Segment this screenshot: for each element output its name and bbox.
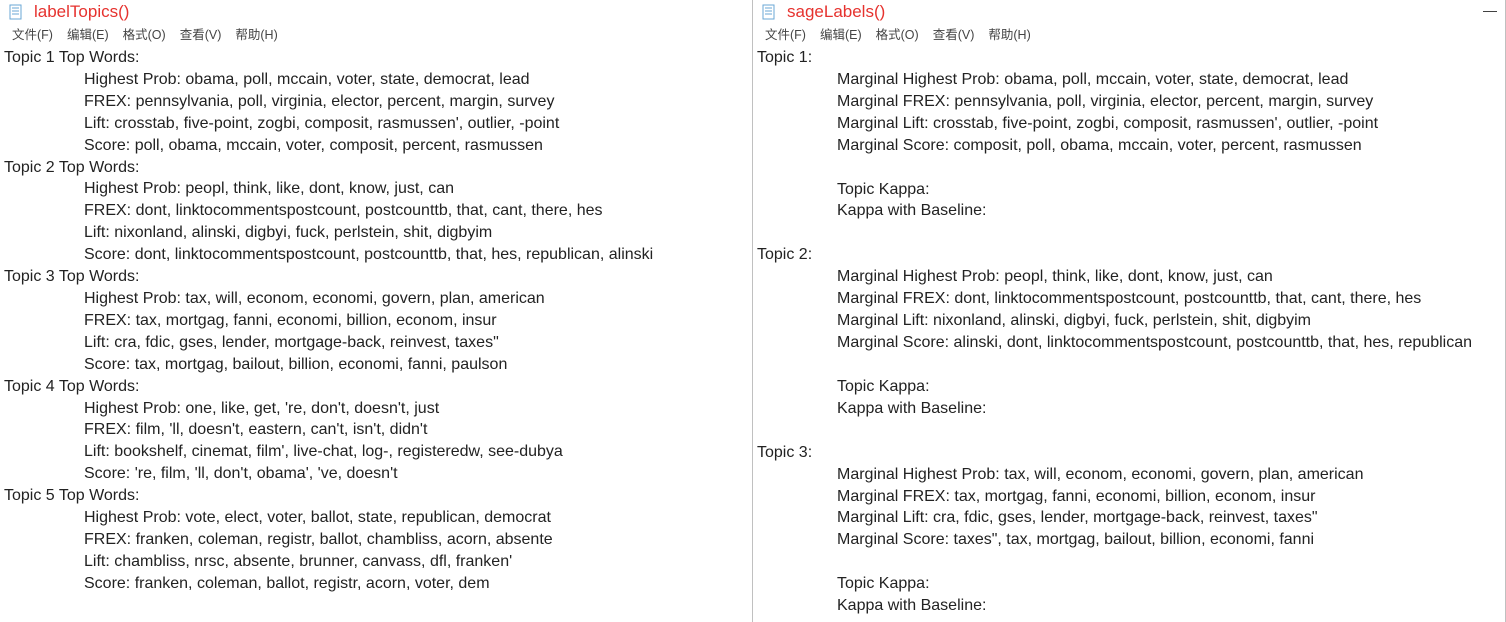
- topic-line: Lift: cra, fdic, gses, lender, mortgage-…: [84, 332, 748, 354]
- topic-line: FREX: film, 'll, doesn't, eastern, can't…: [84, 419, 748, 441]
- topic-line: Highest Prob: one, like, get, 're, don't…: [84, 398, 748, 420]
- topic-line: FREX: franken, coleman, registr, ballot,…: [84, 529, 748, 551]
- topic-line: Highest Prob: peopl, think, like, dont, …: [84, 178, 748, 200]
- topic-line: Lift: chambliss, nrsc, absente, brunner,…: [84, 551, 748, 573]
- topic-line: Score: tax, mortgag, bailout, billion, e…: [84, 354, 748, 376]
- menu-file[interactable]: 文件(F): [12, 24, 53, 43]
- topic-line: Marginal FREX: tax, mortgag, fanni, econ…: [837, 486, 1501, 508]
- topic-line: Marginal Lift: crosstab, five-point, zog…: [837, 113, 1501, 135]
- topic-line: Marginal Lift: cra, fdic, gses, lender, …: [837, 507, 1501, 529]
- topic-line: Score: dont, linktocommentspostcount, po…: [84, 244, 748, 266]
- topic-line: FREX: pennsylvania, poll, virginia, elec…: [84, 91, 748, 113]
- menu-file[interactable]: 文件(F): [765, 24, 806, 43]
- topic-line: Topic Kappa:: [837, 573, 1501, 595]
- topic-header: Topic 2:: [757, 244, 1501, 266]
- topic-line: Marginal FREX: dont, linktocommentspostc…: [837, 288, 1501, 310]
- topic-line: Topic Kappa:: [837, 376, 1501, 398]
- topic-header: Topic 3 Top Words:: [4, 266, 748, 288]
- topic-line: Score: poll, obama, mccain, voter, compo…: [84, 135, 748, 157]
- topic-line: Lift: nixonland, alinski, digbyi, fuck, …: [84, 222, 748, 244]
- notepad-icon: [8, 4, 24, 20]
- topic-header: Topic 5 Top Words:: [4, 485, 748, 507]
- menu-format[interactable]: 格式(O): [123, 24, 166, 43]
- menu-edit[interactable]: 编辑(E): [820, 24, 862, 43]
- topic-header: Topic 1 Top Words:: [4, 47, 748, 69]
- blank-line: [757, 420, 1501, 442]
- topic-line: Lift: bookshelf, cinemat, film', live-ch…: [84, 441, 748, 463]
- topic-line: Highest Prob: tax, will, econom, economi…: [84, 288, 748, 310]
- left-pane: labelTopics() 文件(F) 编辑(E) 格式(O) 查看(V) 帮助…: [0, 0, 753, 622]
- topic-line: Marginal Score: composit, poll, obama, m…: [837, 135, 1501, 157]
- topic-line: Score: 're, film, 'll, don't, obama', 'v…: [84, 463, 748, 485]
- menubar-left: 文件(F) 编辑(E) 格式(O) 查看(V) 帮助(H): [0, 22, 752, 47]
- blank-line: [757, 354, 1501, 376]
- menubar-right: 文件(F) 编辑(E) 格式(O) 查看(V) 帮助(H): [753, 22, 1505, 47]
- blank-line: [757, 157, 1501, 179]
- topic-line: FREX: dont, linktocommentspostcount, pos…: [84, 200, 748, 222]
- topic-header: Topic 2 Top Words:: [4, 157, 748, 179]
- menu-help[interactable]: 帮助(H): [988, 24, 1030, 43]
- topic-line: Marginal Highest Prob: tax, will, econom…: [837, 464, 1501, 486]
- menu-view[interactable]: 查看(V): [180, 24, 222, 43]
- topic-line: Kappa with Baseline:: [837, 200, 1501, 222]
- topic-line: Marginal Score: alinski, dont, linktocom…: [837, 332, 1501, 354]
- text-content-left[interactable]: Topic 1 Top Words:Highest Prob: obama, p…: [0, 47, 752, 622]
- topic-header: Topic 4 Top Words:: [4, 376, 748, 398]
- window-title-right: sageLabels(): [787, 2, 885, 22]
- menu-format[interactable]: 格式(O): [876, 24, 919, 43]
- menu-edit[interactable]: 编辑(E): [67, 24, 109, 43]
- titlebar-right: sageLabels() —: [753, 0, 1505, 22]
- topic-line: Lift: crosstab, five-point, zogbi, compo…: [84, 113, 748, 135]
- text-content-right[interactable]: Topic 1:Marginal Highest Prob: obama, po…: [753, 47, 1505, 622]
- window-title-left: labelTopics(): [34, 2, 129, 22]
- topic-line: Highest Prob: vote, elect, voter, ballot…: [84, 507, 748, 529]
- topic-line: Marginal Score: taxes", tax, mortgag, ba…: [837, 529, 1501, 551]
- titlebar-left: labelTopics(): [0, 0, 752, 22]
- topic-line: Marginal FREX: pennsylvania, poll, virgi…: [837, 91, 1501, 113]
- blank-line: [757, 222, 1501, 244]
- topic-header: Topic 1:: [757, 47, 1501, 69]
- topic-line: Topic Kappa:: [837, 179, 1501, 201]
- menu-help[interactable]: 帮助(H): [235, 24, 277, 43]
- topic-line: Marginal Highest Prob: peopl, think, lik…: [837, 266, 1501, 288]
- topic-line: Marginal Highest Prob: obama, poll, mcca…: [837, 69, 1501, 91]
- topic-line: Marginal Lift: nixonland, alinski, digby…: [837, 310, 1501, 332]
- topic-header: Topic 3:: [757, 442, 1501, 464]
- right-pane: sageLabels() — 文件(F) 编辑(E) 格式(O) 查看(V) 帮…: [753, 0, 1506, 622]
- topic-line: Score: franken, coleman, ballot, registr…: [84, 573, 748, 595]
- notepad-icon: [761, 4, 777, 20]
- topic-line: FREX: tax, mortgag, fanni, economi, bill…: [84, 310, 748, 332]
- window-controls: —: [1483, 2, 1497, 18]
- menu-view[interactable]: 查看(V): [933, 24, 975, 43]
- topic-line: Kappa with Baseline:: [837, 398, 1501, 420]
- blank-line: [757, 551, 1501, 573]
- topic-line: Kappa with Baseline:: [837, 595, 1501, 617]
- topic-line: Highest Prob: obama, poll, mccain, voter…: [84, 69, 748, 91]
- minimize-button[interactable]: —: [1483, 2, 1497, 18]
